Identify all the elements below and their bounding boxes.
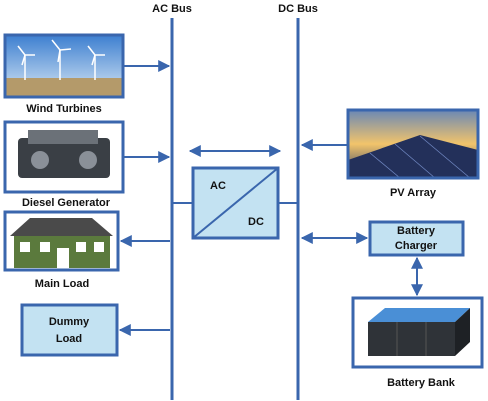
main-load-box (3, 210, 120, 272)
converter-dc: DC (248, 216, 264, 228)
dummy-load-label: Dummy (49, 316, 90, 328)
wind-label: Wind Turbines (26, 103, 101, 115)
ac-bus-label: AC Bus (152, 3, 192, 15)
dummy-load-box (20, 303, 119, 357)
house-image (5, 212, 118, 270)
battery-image (353, 298, 482, 367)
pv-label: PV Array (390, 187, 437, 199)
main-load-label: Main Load (35, 278, 89, 290)
dc-bus-label: DC Bus (278, 3, 318, 15)
wind-image (5, 35, 123, 97)
converter-ac: AC (210, 180, 226, 192)
pv-image (348, 110, 478, 179)
diesel-image (5, 122, 123, 192)
charger-box (368, 220, 465, 257)
charger-label: Battery (397, 225, 436, 237)
dummy-load-label: Load (56, 333, 82, 345)
charger-label: Charger (395, 240, 438, 252)
battery-label: Battery Bank (387, 377, 456, 389)
battery-box (351, 296, 484, 369)
converter-diagonal (192, 167, 279, 239)
diesel-label: Diesel Generator (22, 197, 111, 209)
